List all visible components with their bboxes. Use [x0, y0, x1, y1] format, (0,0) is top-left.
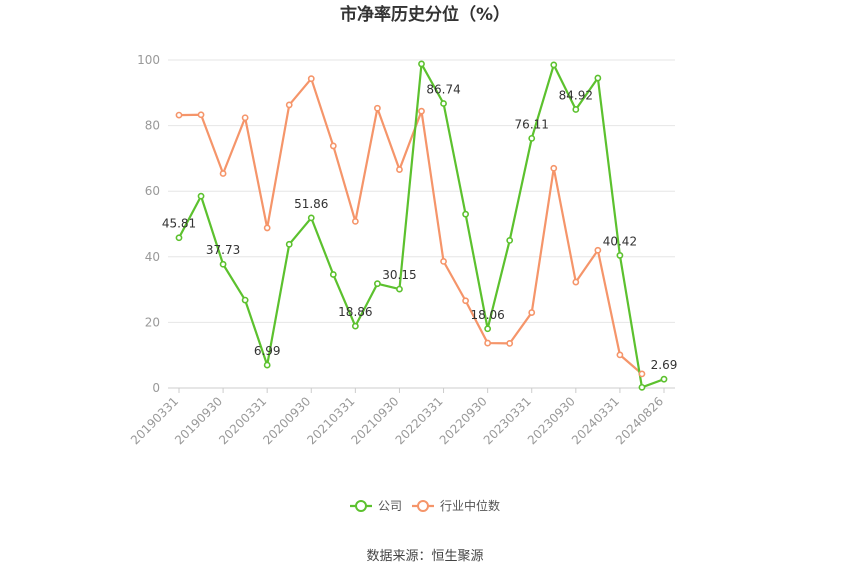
data-point [462, 210, 469, 218]
data-label: 30.15 [382, 268, 416, 282]
data-point [374, 280, 381, 288]
data-labels: 45.81 37.73 6.99 51.86 18.86 30.15 86.74 18.06 7… [162, 82, 678, 372]
data-point [660, 375, 668, 383]
data-point [440, 100, 447, 107]
y-tick-label: 0 [152, 381, 160, 395]
data-point [638, 383, 646, 391]
data-point [307, 214, 315, 222]
y-tick-label: 60 [145, 184, 160, 198]
data-points [175, 60, 668, 391]
data-label: 37.73 [206, 243, 240, 257]
series-line-1 [178, 77, 643, 375]
data-point [484, 339, 492, 347]
data-point [528, 309, 536, 316]
data-point [241, 114, 249, 122]
data-label: 18.86 [338, 305, 372, 319]
legend-label: 公司 [378, 499, 402, 513]
data-point [484, 325, 492, 333]
data-point [263, 361, 271, 369]
data-point [285, 240, 293, 248]
data-point [351, 217, 359, 225]
data-point [418, 107, 425, 115]
data-point [440, 257, 447, 265]
data-point [396, 166, 403, 173]
data-point [197, 111, 205, 119]
data-point [550, 61, 558, 69]
data-label: 86.74 [426, 82, 460, 96]
data-point [285, 101, 293, 109]
data-point [528, 134, 536, 142]
data-point [418, 60, 425, 68]
y-tick-label: 100 [137, 53, 160, 67]
data-point [550, 164, 558, 172]
data-point [462, 297, 469, 305]
data-point [175, 111, 183, 119]
data-point [396, 285, 403, 293]
y-tick-label: 40 [145, 250, 160, 264]
legend[interactable]: 公司 行业中位数 [350, 498, 500, 513]
data-label: 40.42 [603, 234, 637, 248]
y-tick-label: 80 [145, 119, 160, 133]
data-label: 6.99 [254, 344, 281, 358]
data-point [594, 74, 602, 82]
data-label: 45.81 [162, 217, 196, 231]
legend-item-0[interactable]: 公司 [350, 499, 402, 513]
legend-item-1[interactable]: 行业中位数 [412, 498, 500, 513]
data-point [638, 370, 646, 378]
data-point [329, 142, 337, 150]
data-point [374, 104, 381, 112]
data-point [329, 271, 337, 278]
data-point [241, 296, 249, 304]
chart-title: 市净率历史分位（%） [340, 4, 510, 25]
data-point [219, 260, 227, 268]
data-point [175, 234, 183, 242]
data-point [616, 351, 624, 359]
data-point [307, 75, 315, 83]
data-point [572, 278, 580, 286]
data-point [263, 224, 271, 232]
data-point [506, 339, 514, 347]
data-point [572, 106, 580, 113]
data-point [506, 236, 514, 244]
data-point [351, 322, 359, 330]
data-label: 76.11 [515, 117, 549, 131]
legend-marker [355, 500, 367, 512]
data-label: 51.86 [294, 197, 328, 211]
data-point [594, 246, 602, 254]
data-point [616, 252, 624, 259]
data-point [219, 170, 227, 177]
legend-label: 行业中位数 [440, 498, 500, 513]
legend-marker [417, 500, 429, 512]
chart-source: 数据来源：恒生聚源 [366, 549, 483, 564]
data-label: 84.92 [559, 88, 593, 102]
y-tick-label: 20 [145, 315, 160, 329]
x-tick-label: 20240826 [613, 394, 666, 447]
data-point [197, 192, 205, 200]
data-label: 2.69 [651, 358, 678, 372]
data-label: 18.06 [470, 308, 504, 322]
